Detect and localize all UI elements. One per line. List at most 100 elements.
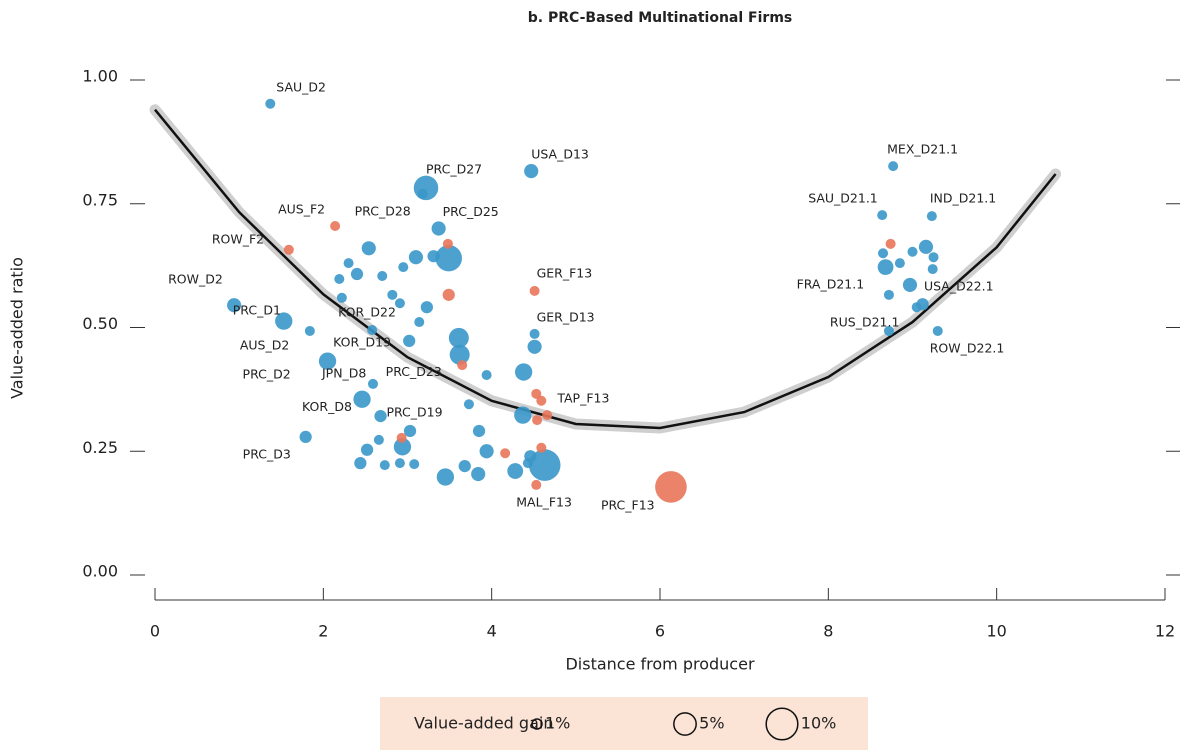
point xyxy=(417,188,428,199)
point-label: ROW_F2 xyxy=(212,231,264,246)
point xyxy=(353,390,371,408)
point xyxy=(457,360,468,371)
x-tick-label: 4 xyxy=(487,622,497,641)
legend-size xyxy=(673,712,697,736)
point xyxy=(403,424,417,438)
point xyxy=(427,250,440,263)
y-tick-label: 0.50 xyxy=(82,314,118,333)
point xyxy=(227,298,242,313)
point-label: ROW_D22.1 xyxy=(930,340,1005,355)
point xyxy=(481,370,492,381)
point-label: ROW_D2 xyxy=(168,272,223,287)
point xyxy=(500,448,511,459)
point-label: FRA_D21.1 xyxy=(797,277,865,292)
point xyxy=(531,388,542,399)
point-label: KOR_D22 xyxy=(338,304,396,319)
point xyxy=(885,238,896,249)
point xyxy=(343,258,354,269)
point-label: PRC_D25 xyxy=(443,204,499,219)
point xyxy=(398,262,409,273)
point xyxy=(907,246,918,257)
point xyxy=(403,334,416,347)
x-tick-label: 12 xyxy=(1155,622,1175,641)
point xyxy=(877,259,894,276)
point xyxy=(431,221,446,236)
point-label: USA_D22.1 xyxy=(924,278,994,293)
y-tick-label: 0.75 xyxy=(82,190,118,209)
point xyxy=(360,443,374,456)
point-label: GER_F13 xyxy=(537,265,593,280)
point xyxy=(299,430,312,444)
point xyxy=(387,289,398,300)
point xyxy=(396,432,407,443)
point xyxy=(361,241,376,256)
point-label: MEX_D21.1 xyxy=(887,142,958,157)
point xyxy=(394,458,405,469)
point-label: PRC_D28 xyxy=(355,203,411,218)
point-label: PRC_F13 xyxy=(601,497,655,512)
legend-label: 5% xyxy=(699,714,724,733)
point-label: PRC_D3 xyxy=(243,446,291,461)
point xyxy=(524,164,539,179)
point xyxy=(379,460,390,471)
point xyxy=(265,98,276,109)
point xyxy=(283,244,294,255)
point xyxy=(393,438,412,456)
point-label: AUS_D2 xyxy=(240,337,289,352)
point-label: MAL_F13 xyxy=(516,494,572,509)
point xyxy=(877,210,888,221)
point-label: AUS_F2 xyxy=(278,202,325,217)
point xyxy=(471,466,486,482)
point xyxy=(420,301,433,314)
point xyxy=(894,258,905,269)
legend-label: 10% xyxy=(801,714,837,733)
point-label: PRC_D27 xyxy=(426,161,482,176)
point xyxy=(918,239,934,254)
point xyxy=(354,457,367,470)
point xyxy=(529,328,540,339)
point xyxy=(458,459,471,473)
legend-box xyxy=(380,697,868,750)
point-label: KOR_D8 xyxy=(302,399,352,414)
point-label: SAU_D2 xyxy=(276,79,326,94)
point xyxy=(367,324,378,335)
point xyxy=(463,399,474,410)
point xyxy=(442,238,453,249)
point xyxy=(435,244,462,272)
x-tick-label: 10 xyxy=(986,622,1006,641)
legend-label: 1% xyxy=(545,714,570,733)
point xyxy=(514,363,533,381)
point xyxy=(655,471,687,503)
point xyxy=(336,292,347,303)
point xyxy=(408,250,423,265)
point-label: PRC_D19 xyxy=(386,404,442,419)
x-tick-label: 8 xyxy=(823,622,833,641)
y-tick-label: 0.00 xyxy=(82,562,118,581)
point xyxy=(883,289,894,300)
point xyxy=(472,424,486,438)
point-label: KOR_D19 xyxy=(333,334,391,349)
point xyxy=(373,434,384,445)
point xyxy=(507,463,524,479)
legend-size xyxy=(765,707,799,741)
legend-size xyxy=(531,718,543,730)
point-label: JPN_D8 xyxy=(321,365,366,380)
point-label: PRC_D1 xyxy=(233,303,281,318)
point xyxy=(542,410,553,421)
point xyxy=(436,468,455,486)
point-label: RUS_D21.1 xyxy=(830,314,899,329)
point xyxy=(394,298,405,309)
point xyxy=(536,442,547,453)
point xyxy=(414,317,425,328)
point xyxy=(927,264,938,275)
point xyxy=(409,459,420,470)
point xyxy=(911,302,922,313)
point xyxy=(527,339,542,354)
point-label: IND_D21.1 xyxy=(930,191,996,206)
x-tick-label: 0 xyxy=(150,622,160,641)
point xyxy=(883,325,894,336)
point-label: PRC_D2 xyxy=(243,367,291,382)
point xyxy=(449,344,470,365)
y-tick-label: 0.25 xyxy=(82,438,118,457)
